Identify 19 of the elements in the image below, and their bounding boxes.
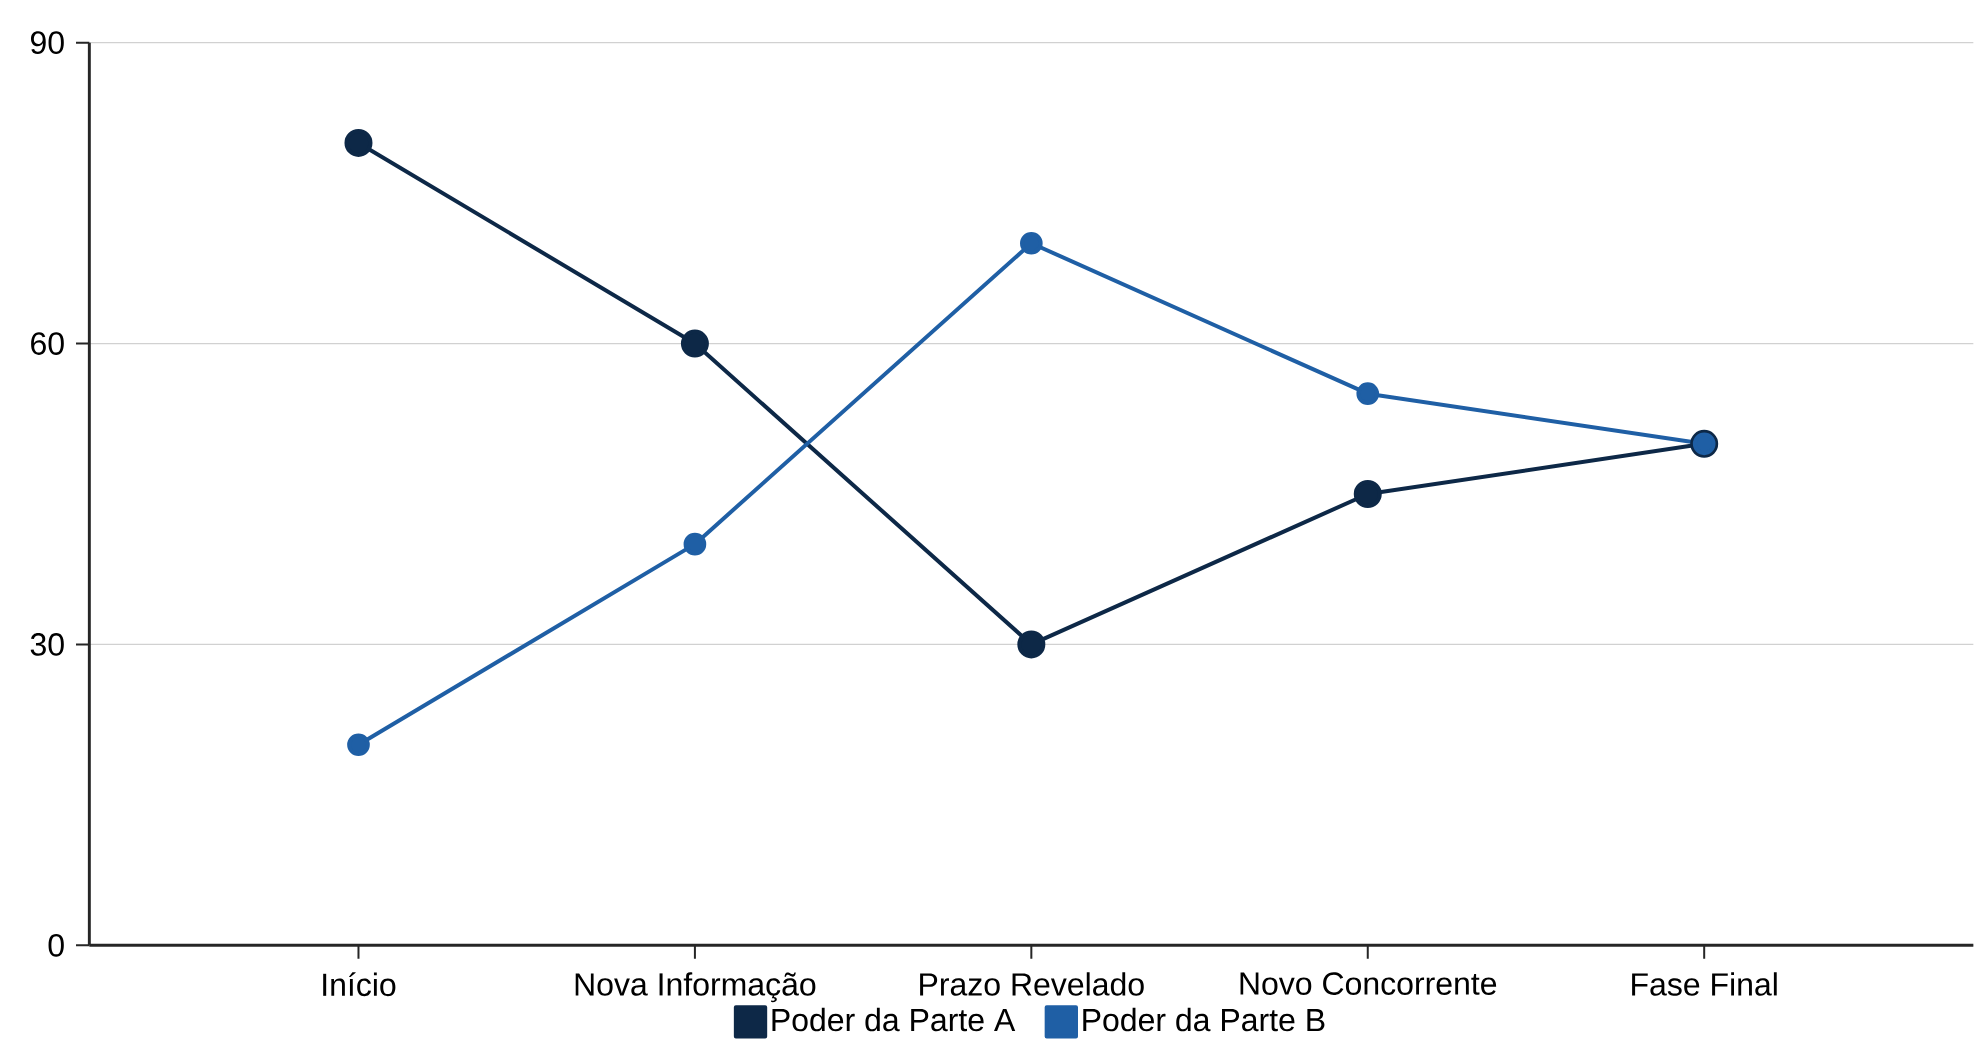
point — [1020, 231, 1043, 255]
y-tick-label: 90 — [30, 31, 64, 54]
x-tick-label: Nova Informação — [575, 972, 816, 1003]
legend-label: Poder da Parte B — [1083, 1007, 1325, 1032]
x-tick-label: Início — [323, 972, 396, 997]
point — [344, 128, 373, 157]
point — [1356, 382, 1380, 406]
y-tick-label: 30 — [30, 633, 64, 656]
point — [1017, 630, 1046, 659]
y-tick-label: 60 — [31, 332, 64, 355]
y-tick-label: 0 — [48, 934, 64, 957]
x-tick-label: Fase Final — [1632, 972, 1777, 996]
x-tick-label: Novo Concorrente — [1240, 972, 1497, 995]
x-tick-label: Prazo Revelado — [920, 972, 1144, 996]
legend-label: Poder da Parte A — [772, 1007, 1016, 1032]
point — [683, 532, 707, 556]
point — [680, 329, 709, 358]
point — [347, 733, 370, 757]
point — [1353, 479, 1382, 508]
